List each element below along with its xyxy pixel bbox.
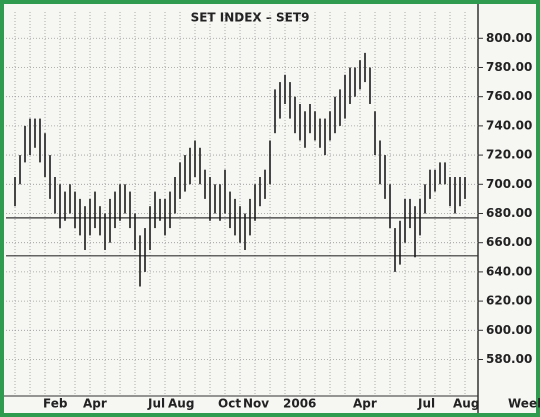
chart-title: SET INDEX – SET9	[191, 11, 310, 25]
y-tick-label: 760.00	[486, 89, 532, 103]
x-tick-label: Feb	[43, 397, 68, 411]
y-tick-label: 580.00	[486, 352, 532, 366]
y-tick-label: 640.00	[486, 264, 532, 278]
y-tick-label: 720.00	[486, 148, 532, 162]
x-tick-label: 2006	[283, 397, 316, 411]
x-tick-label: Aug	[453, 397, 479, 411]
x-tick-label: Nov	[243, 397, 269, 411]
x-tick-label: Oct	[218, 397, 241, 411]
x-tick-label: Apr	[83, 397, 107, 411]
y-tick-label: 660.00	[486, 235, 532, 249]
y-tick-label: 800.00	[486, 31, 532, 45]
x-tick-label: Aug	[168, 397, 194, 411]
x-tick-label: Jul	[147, 397, 165, 411]
chart: SET INDEX – SET9 Week 580.00 600.00 620.00…	[0, 0, 540, 417]
x-axis-label: Week	[508, 397, 540, 411]
x-tick-label: Apr	[353, 397, 377, 411]
y-tick-label: 740.00	[486, 118, 532, 132]
x-tick-label: Jul	[417, 397, 435, 411]
y-tick-label: 780.00	[486, 60, 532, 74]
y-tick-label: 600.00	[486, 323, 532, 337]
y-tick-label: 620.00	[486, 294, 532, 308]
y-tick-label: 680.00	[486, 206, 532, 220]
y-tick-label: 700.00	[486, 177, 532, 191]
